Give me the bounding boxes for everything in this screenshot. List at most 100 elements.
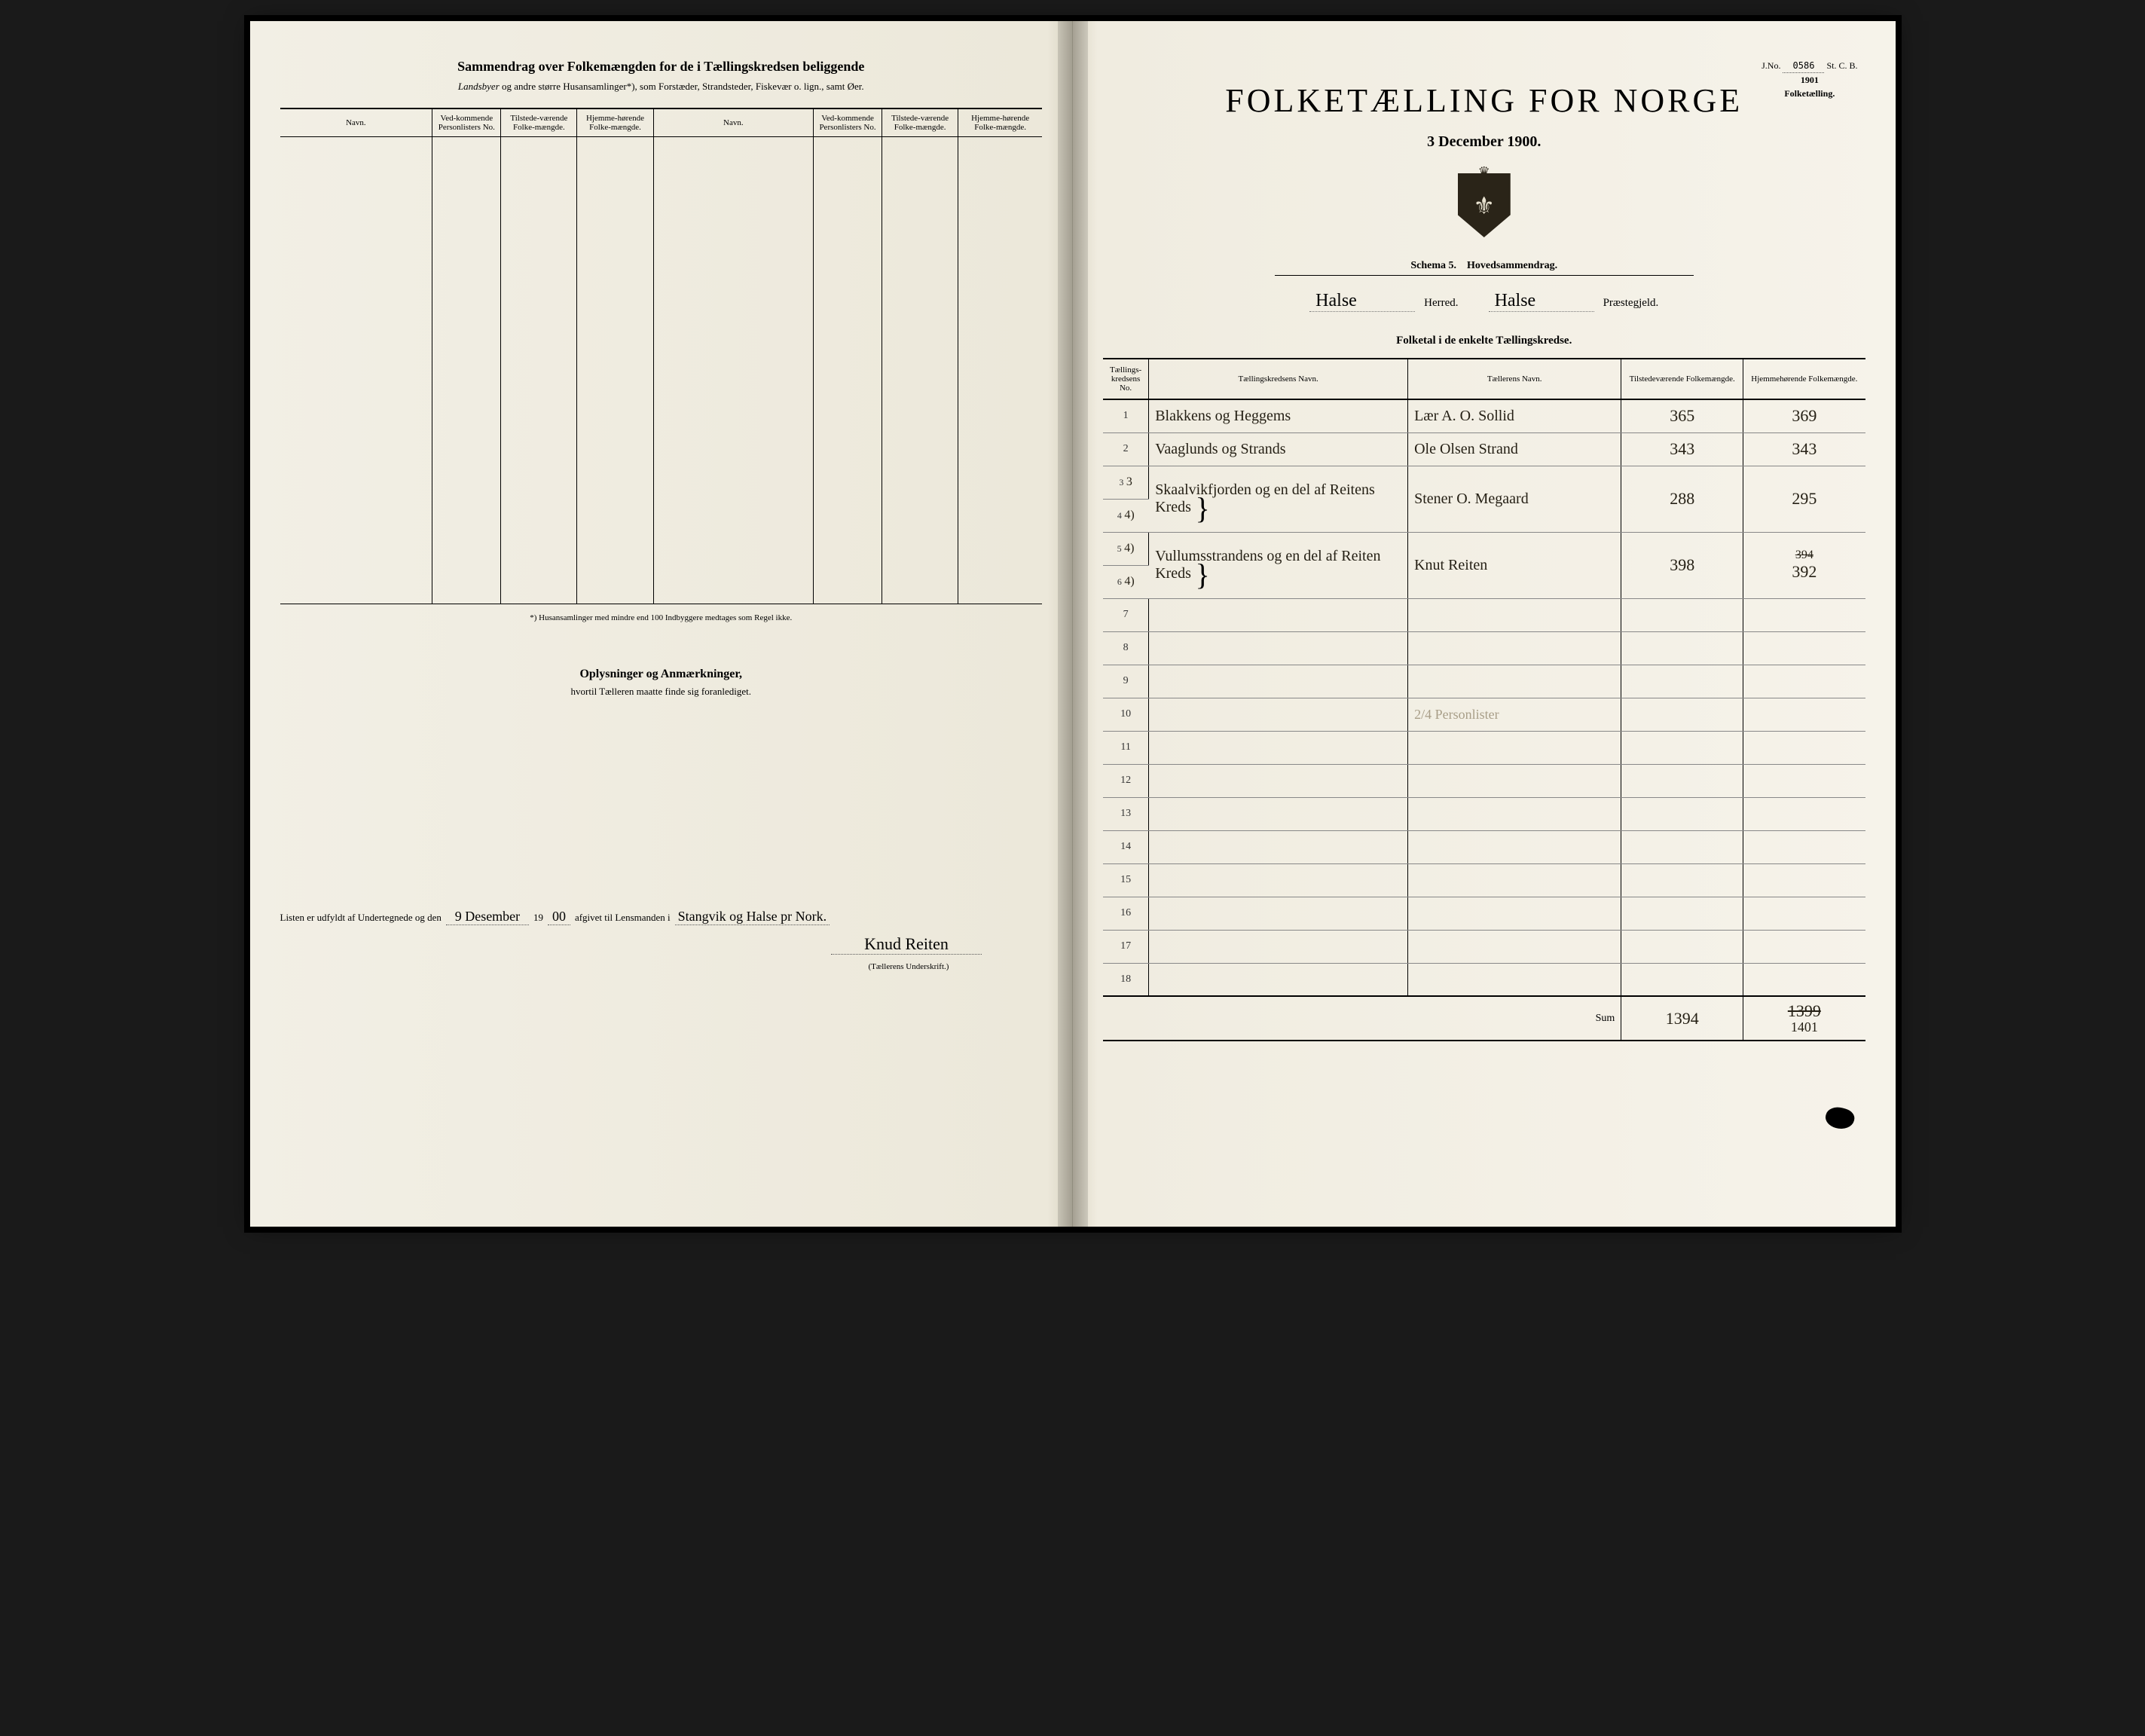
cell-hjemme xyxy=(1743,631,1865,665)
cell-tilstede: 365 xyxy=(1621,399,1743,432)
cell-no: 14 xyxy=(1103,830,1149,863)
book-spread: Sammendrag over Folkemængden for de i Tæ… xyxy=(250,21,1896,1227)
cell-teller-name xyxy=(1408,731,1621,764)
th-tilstede: Tilstedeværende Folkemængde. xyxy=(1621,359,1743,399)
subtitle-rest: og andre større Husansamlinger*), som Fo… xyxy=(500,81,864,92)
cell-hjemme xyxy=(1743,930,1865,963)
praestegjeld-value: Halse xyxy=(1489,291,1594,312)
cell-teller-name xyxy=(1408,665,1621,698)
th-teller-navn: Tællerens Navn. xyxy=(1408,359,1621,399)
cell-tilstede: 398 xyxy=(1621,532,1743,598)
stamp-jno-label: J.No. xyxy=(1762,60,1780,71)
table-row: 12 xyxy=(1103,764,1865,797)
signature-block: Listen er udfyldt af Undertegnede og den… xyxy=(280,909,1043,971)
cell-kreds-name: Vaaglunds og Strands xyxy=(1149,432,1408,466)
col-ved1: Ved-kommende Personlisters No. xyxy=(432,108,501,137)
page-left: Sammendrag over Folkemængden for de i Tæ… xyxy=(250,21,1074,1227)
cell-kreds-name xyxy=(1149,897,1408,930)
cell-teller-name: Ole Olsen Strand xyxy=(1408,432,1621,466)
cell-hjemme xyxy=(1743,665,1865,698)
schema-label: Schema 5. xyxy=(1410,260,1456,271)
col-navn1: Navn. xyxy=(280,108,432,137)
main-date: 3 December 1900. xyxy=(1103,133,1865,151)
col-til2: Tilstede-værende Folke-mængde. xyxy=(882,108,958,137)
cell-teller-name: Lær A. O. Sollid xyxy=(1408,399,1621,432)
cell-tilstede xyxy=(1621,731,1743,764)
table-row: 13 xyxy=(1103,797,1865,830)
cell-tilstede xyxy=(1621,830,1743,863)
subtitle-italic: Landsbyer xyxy=(458,81,500,92)
cell-tilstede: 288 xyxy=(1621,466,1743,532)
cell-kreds-name xyxy=(1149,698,1408,731)
table-row: 5 4)Vullumsstrandens og en del af Reiten… xyxy=(1103,532,1865,565)
cell-tilstede xyxy=(1621,863,1743,897)
sig-name-fill: Knud Reiten xyxy=(831,934,982,955)
cell-kreds-name: Skaalvikfjorden og en del af Reitens Kre… xyxy=(1149,466,1408,532)
left-page-subtitle: Landsbyer og andre større Husansamlinger… xyxy=(280,81,1043,93)
cell-hjemme: 295 xyxy=(1743,466,1865,532)
cell-no: 7 xyxy=(1103,598,1149,631)
table-row: 18 xyxy=(1103,963,1865,996)
kreds-table: Tællings-kredsens No. Tællingskredsens N… xyxy=(1103,358,1865,1041)
cell-teller-name xyxy=(1408,764,1621,797)
col-til1: Tilstede-værende Folke-mængde. xyxy=(501,108,577,137)
table-row: 9 xyxy=(1103,665,1865,698)
cell-hjemme xyxy=(1743,830,1865,863)
table-row: 15 xyxy=(1103,863,1865,897)
cell-hjemme xyxy=(1743,863,1865,897)
cell-teller-name xyxy=(1408,598,1621,631)
cell-tilstede xyxy=(1621,764,1743,797)
cell-teller-name: Stener O. Megaard xyxy=(1408,466,1621,532)
cell-no: 16 xyxy=(1103,897,1149,930)
cell-tilstede: 343 xyxy=(1621,432,1743,466)
schema-title: Hovedsammendrag. xyxy=(1467,260,1557,271)
ink-blot xyxy=(1823,1105,1856,1132)
cell-teller-name xyxy=(1408,930,1621,963)
table-row: 16 xyxy=(1103,897,1865,930)
cell-hjemme xyxy=(1743,897,1865,930)
cell-kreds-name xyxy=(1149,598,1408,631)
cell-teller-name: Knut Reiten xyxy=(1408,532,1621,598)
remarks-block: Oplysninger og Anmærkninger, hvortil Tæl… xyxy=(280,668,1043,698)
sig-mid-text: afgivet til Lensmanden i xyxy=(575,912,671,924)
sum-hjemme-strike: 1399 xyxy=(1788,1001,1821,1020)
sig-date-fill: 9 Desember xyxy=(446,909,529,925)
table-row: 102/4 Personlister xyxy=(1103,698,1865,731)
stamp-year: 1901 xyxy=(1762,73,1857,87)
sum-tilstede: 1394 xyxy=(1666,1009,1699,1028)
cell-hjemme xyxy=(1743,963,1865,996)
cell-teller-name: 2/4 Personlister xyxy=(1408,698,1621,731)
cell-hjemme: 343 xyxy=(1743,432,1865,466)
cell-kreds-name xyxy=(1149,764,1408,797)
table-row: 3 3Skaalvikfjorden og en del af Reitens … xyxy=(1103,466,1865,499)
cell-tilstede xyxy=(1621,698,1743,731)
sum-hjemme: 1401 xyxy=(1749,1019,1859,1035)
cell-no: 17 xyxy=(1103,930,1149,963)
stamp-census-label: Folketælling. xyxy=(1762,87,1857,100)
cell-teller-name xyxy=(1408,963,1621,996)
schema-line: Schema 5. Hovedsammendrag. xyxy=(1275,260,1694,276)
cell-kreds-name xyxy=(1149,830,1408,863)
summary-table: Navn. Ved-kommende Personlisters No. Til… xyxy=(280,108,1043,604)
cell-no: 4 4) xyxy=(1103,499,1149,532)
section-title: Folketal i de enkelte Tællingskredse. xyxy=(1103,335,1865,347)
cell-hjemme: 394392 xyxy=(1743,532,1865,598)
cell-teller-name xyxy=(1408,897,1621,930)
cell-hjemme: 369 xyxy=(1743,399,1865,432)
stamp-block: J.No. 0586 St. C. B. 1901 Folketælling. xyxy=(1762,59,1857,100)
left-header: Sammendrag over Folkemængden for de i Tæ… xyxy=(280,59,1043,93)
table-row: 11 xyxy=(1103,731,1865,764)
table-row: 2Vaaglunds og StrandsOle Olsen Strand343… xyxy=(1103,432,1865,466)
table-row: 14 xyxy=(1103,830,1865,863)
cell-hjemme xyxy=(1743,797,1865,830)
cell-no: 13 xyxy=(1103,797,1149,830)
cell-kreds-name xyxy=(1149,963,1408,996)
cell-no: 12 xyxy=(1103,764,1149,797)
cell-no: 5 4) xyxy=(1103,532,1149,565)
cell-no: 6 4) xyxy=(1103,565,1149,598)
cell-kreds-name xyxy=(1149,930,1408,963)
remarks-title: Oplysninger og Anmærkninger, xyxy=(280,668,1043,681)
th-kreds-navn: Tællingskredsens Navn. xyxy=(1149,359,1408,399)
cell-tilstede xyxy=(1621,930,1743,963)
sum-row: Sum 1394 1399 1401 xyxy=(1103,996,1865,1041)
